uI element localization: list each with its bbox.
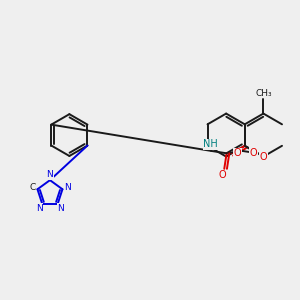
Text: NH: NH [203,139,218,149]
Text: O: O [249,148,257,158]
Text: N: N [36,204,43,213]
Text: O: O [233,148,241,158]
Text: O: O [260,152,267,162]
Text: N: N [46,170,53,179]
Text: CH₃: CH₃ [255,89,272,98]
Text: N: N [58,204,64,213]
Text: O: O [219,170,226,180]
Text: N: N [64,183,71,192]
Text: C: C [29,183,35,192]
